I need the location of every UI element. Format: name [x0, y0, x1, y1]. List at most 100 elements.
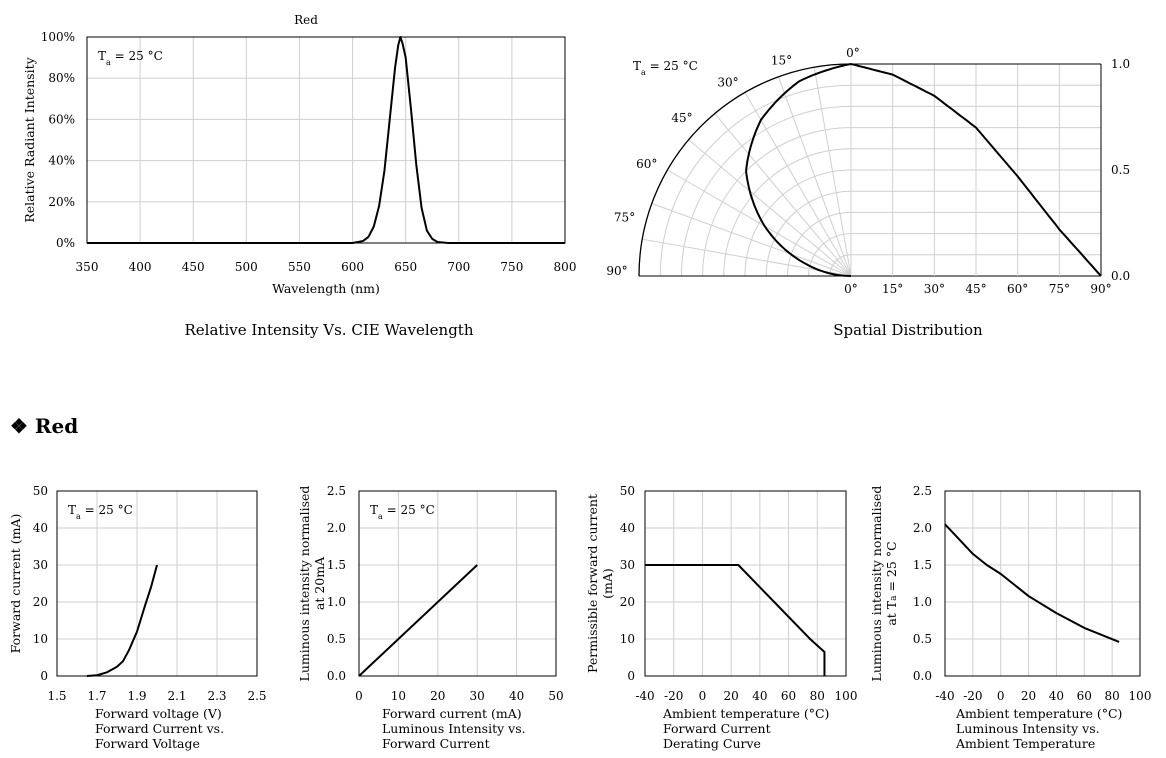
- y-tick-label: 2.0: [913, 521, 932, 535]
- chart-caption: Spatial Distribution: [833, 321, 983, 339]
- x-tick-label: 80: [810, 689, 825, 703]
- polar-angle-label: 45°: [671, 111, 692, 125]
- polar-ring: [765, 190, 852, 277]
- chart-iv: 1.5 1.7 1.9 2.1 2.3 2.5 0 10 20 30 40 50 Ta = 25 °C F…: [8, 484, 267, 751]
- chart-caption: Luminous Intensity vs.: [956, 721, 1100, 736]
- diamond-bullet-icon: ❖: [10, 414, 28, 438]
- x-axis-label: Ambient temperature (°C): [662, 706, 829, 721]
- x-axis-label: Ambient temperature (°C): [955, 706, 1122, 721]
- section-heading: ❖ Red: [10, 414, 78, 438]
- x-tick-label: 750: [500, 260, 523, 274]
- polar-ring: [659, 84, 852, 277]
- polar-ring: [680, 105, 852, 277]
- y-tick-label: 0.0: [913, 669, 932, 683]
- x-tick-label: 1.7: [87, 689, 106, 703]
- y-tick-label: 1.5: [913, 558, 932, 572]
- y-tick-label: 50: [620, 484, 635, 498]
- chart-derating: -40 -20 0 20 40 60 80 100 0 10 20 30 40 50 Ambient tem…: [585, 484, 857, 751]
- x-tick-label: 0: [997, 689, 1005, 703]
- y-tick-label: 40: [33, 521, 48, 535]
- y-tick-label: 0.5: [327, 632, 346, 646]
- x-tick-label: 90°: [1090, 282, 1111, 296]
- y-tick-label: 40: [620, 521, 635, 535]
- polar-ray: [667, 169, 852, 277]
- y-tick-label: 0.0: [1111, 269, 1130, 283]
- temperature-annotation: Ta = 25 °C: [633, 59, 698, 77]
- chart-caption: Forward Current: [663, 721, 771, 736]
- x-tick-label: 60: [781, 689, 796, 703]
- x-axis-label: Forward voltage (V): [95, 706, 222, 721]
- x-tick-label: 2.3: [207, 689, 226, 703]
- x-tick-label: 0: [355, 689, 363, 703]
- temperature-annotation: Ta = 25 °C: [68, 503, 133, 521]
- x-tick-label: -20: [963, 689, 982, 703]
- y-tick-label: 1.0: [1111, 57, 1130, 71]
- x-tick-label: 40: [509, 689, 524, 703]
- polar-ring: [786, 211, 852, 277]
- x-tick-label: -40: [935, 689, 954, 703]
- y-tick-label: 20: [33, 595, 48, 609]
- x-tick-label: 40: [1049, 689, 1064, 703]
- y-tick-label: 0.5: [1111, 163, 1130, 177]
- x-tick-label: 1.9: [127, 689, 146, 703]
- polar-angle-label: 90°: [606, 264, 627, 278]
- plot-frame: [358, 490, 557, 677]
- y-axis-label: Relative Radiant Intensity: [22, 56, 37, 222]
- x-tick-label: 2.1: [167, 689, 186, 703]
- plot-frame: [86, 36, 566, 244]
- polar-angle-label: 60°: [636, 157, 657, 171]
- series-line: [944, 523, 1120, 643]
- x-tick-label: 350: [76, 260, 99, 274]
- y-axis-label: Luminous intensity normalised: [869, 486, 884, 682]
- chart-caption: Derating Curve: [663, 736, 761, 751]
- polar-outer-arc: [638, 63, 852, 277]
- series-line: [645, 564, 826, 676]
- x-tick-label: 20: [430, 689, 445, 703]
- chart-caption: Relative Intensity Vs. CIE Wavelength: [185, 321, 474, 339]
- polar-pattern-curve: [745, 63, 852, 277]
- temperature-annotation: Ta = 25 °C: [98, 49, 163, 67]
- y-tick-label: 2.5: [913, 484, 932, 498]
- series-line: [87, 36, 565, 244]
- x-tick-label: 75°: [1049, 282, 1070, 296]
- x-axis-label: Forward current (mA): [382, 706, 522, 721]
- intensity-angle-curve: [850, 63, 1102, 277]
- x-tick-label: 0: [699, 689, 707, 703]
- y-tick-label: 1.5: [327, 558, 346, 572]
- chart-spectrum: 350 400 450 500 550 600 650 700 750 800 0% 20% 40% 60…: [22, 13, 576, 339]
- chart-lum_current: 0 10 20 30 40 50 0.0 0.5 1.0 1.5 2.0 2.5 Ta = 25 °C F…: [297, 484, 564, 751]
- y-tick-label: 2.0: [327, 521, 346, 535]
- plot-frame: [56, 490, 258, 677]
- plot-frame: [644, 490, 847, 677]
- polar-ray: [813, 67, 852, 277]
- x-tick-label: -40: [635, 689, 654, 703]
- x-tick-label: 600: [341, 260, 364, 274]
- y-axis-label: Luminous intensity normalised: [297, 486, 312, 682]
- x-tick-label: 650: [394, 260, 417, 274]
- y-tick-label: 100%: [41, 30, 75, 44]
- polar-ring: [723, 148, 852, 277]
- polar-angle-label: 0°: [846, 46, 860, 60]
- x-tick-label: 500: [235, 260, 258, 274]
- temperature-annotation: Ta = 25 °C: [370, 503, 435, 521]
- y-tick-label: 1.0: [913, 595, 932, 609]
- section-heading-text: Red: [34, 414, 79, 438]
- chart-caption: Forward Current: [382, 736, 490, 751]
- y-tick-label: 80%: [48, 71, 75, 85]
- y-tick-label: 0.0: [327, 669, 346, 683]
- y-tick-label: 20: [620, 595, 635, 609]
- polar-ray: [778, 76, 852, 277]
- y-tick-label: 0: [40, 669, 48, 683]
- y-tick-label: 1.0: [327, 595, 346, 609]
- y-tick-label: 30: [33, 558, 48, 572]
- chart-caption: Forward Current vs.: [95, 721, 224, 736]
- series-line: [86, 564, 158, 677]
- y-tick-label: 0: [627, 669, 635, 683]
- chart-title: Red: [294, 13, 318, 27]
- chart-caption: Forward Voltage: [95, 736, 200, 751]
- x-tick-label: 450: [182, 260, 205, 274]
- y-tick-label: 10: [33, 632, 48, 646]
- y-axis-label: at 20mA: [312, 556, 327, 610]
- x-tick-label: 700: [447, 260, 470, 274]
